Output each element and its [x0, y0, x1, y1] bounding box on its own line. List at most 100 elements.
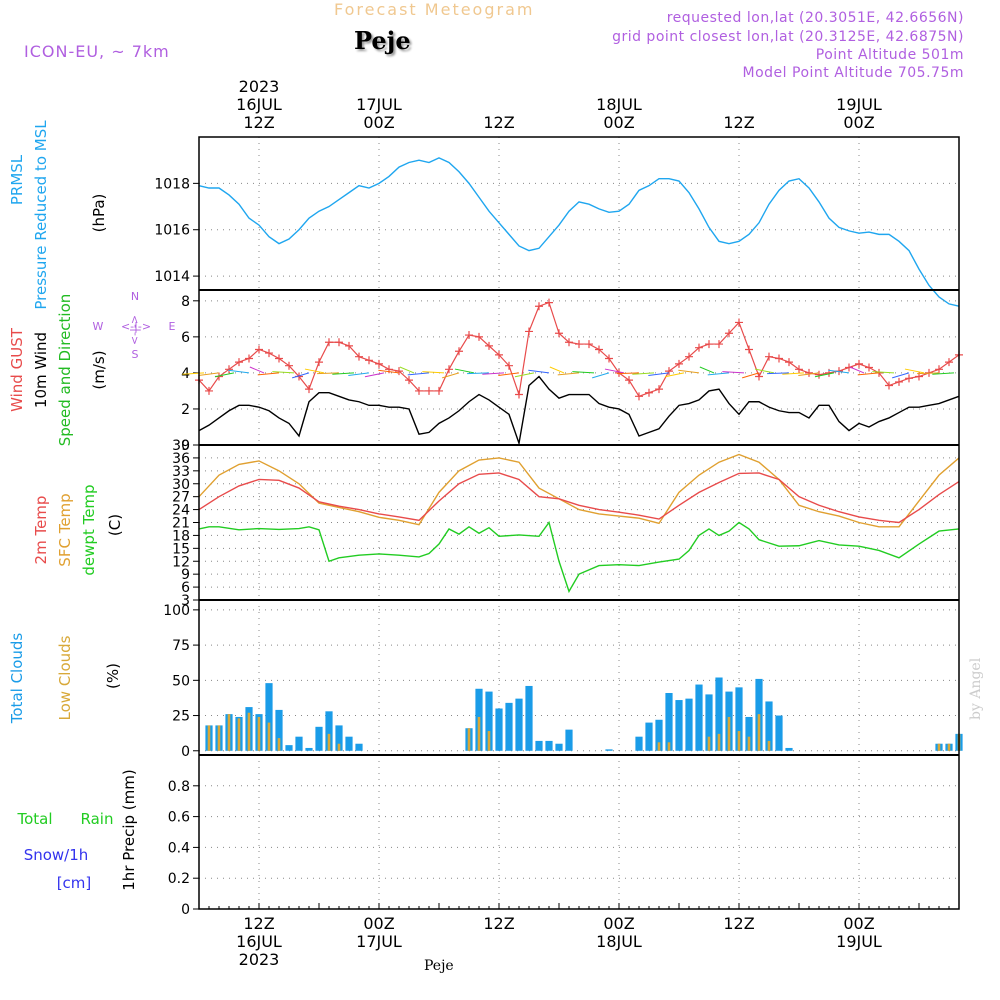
wind-direction-arrow — [699, 366, 715, 374]
wind-gust-marker — [525, 327, 533, 336]
low-cloud-bar — [947, 743, 951, 751]
precip-ytick-label: 0.6 — [168, 810, 190, 826]
temperature-ytick-label: 33 — [172, 464, 190, 480]
wind-gust-marker — [535, 302, 543, 311]
wind-gust-marker — [655, 385, 663, 394]
total-cloud-bar — [545, 740, 553, 751]
wind-gust-marker — [765, 352, 773, 361]
precip-label-snow: Snow/1h — [24, 846, 89, 864]
time-label-top: 17JUL — [356, 95, 402, 114]
total-cloud-bar — [505, 702, 513, 751]
time-label-top: 12Z — [483, 113, 514, 132]
total-cloud-bar — [645, 722, 653, 751]
wind-gust-marker — [365, 356, 373, 365]
temperature-ytick-label: 21 — [172, 516, 190, 532]
dewpt-line — [198, 520, 960, 594]
time-label-bottom: 17JUL — [356, 932, 402, 951]
wind-direction-arrow — [378, 369, 400, 374]
total-cloud-bar — [775, 715, 783, 751]
time-label-top: 00Z — [603, 113, 634, 132]
wind-gust-marker — [885, 381, 893, 390]
wind-direction-arrow — [257, 372, 280, 376]
total-cloud-bar — [525, 685, 533, 751]
clouds-ytick-label: 25 — [172, 709, 190, 725]
time-label-top: 12Z — [243, 113, 274, 132]
total-cloud-bar — [785, 747, 793, 751]
total-cloud-bar — [605, 749, 613, 751]
wind-gust-marker — [595, 345, 603, 354]
wind-direction-arrow — [592, 372, 610, 379]
wind-speed-line — [198, 375, 960, 446]
time-label-bottom: 00Z — [843, 914, 874, 933]
wind-direction-arrow — [498, 372, 520, 377]
temperature-ytick-label: 39 — [172, 438, 190, 454]
total-cloud-bar — [275, 709, 283, 751]
temperature-ytick-label: 18 — [172, 528, 190, 544]
wind-gust-marker — [505, 361, 513, 370]
pressure-ytick-label: 1014 — [154, 269, 190, 285]
compass-h: <-|-> — [121, 320, 151, 333]
wind-direction-arrow — [292, 372, 310, 379]
time-label-bottom: 18JUL — [596, 932, 642, 951]
wind-gust-marker — [415, 386, 423, 395]
wind-gust-marker — [225, 365, 233, 374]
low-cloud-bar — [717, 733, 721, 751]
wind-gust-marker — [235, 358, 243, 367]
temperature-ytick-label: 30 — [172, 477, 190, 493]
total-cloud-bar — [285, 745, 293, 751]
wind-direction-arrow — [904, 368, 925, 374]
wind-direction-arrow — [632, 372, 655, 375]
wind-direction-arrow — [872, 371, 895, 374]
wind-gust-marker — [305, 385, 313, 394]
wind-gust-marker — [565, 338, 573, 347]
low-cloud-bar — [477, 716, 481, 751]
time-label-bottom: 12Z — [243, 914, 274, 933]
wind-gust-marker — [255, 345, 263, 354]
wind-direction-arrow — [407, 372, 430, 376]
wind-direction-arrow — [917, 372, 940, 375]
precip-label-total: Total — [16, 810, 52, 828]
wind-direction-arrow — [467, 372, 490, 375]
wind-direction-arrow — [798, 372, 820, 377]
total-cloud-bar — [685, 698, 693, 751]
wind-gust-marker — [515, 390, 523, 399]
clouds-ytick-label: 0 — [181, 744, 190, 760]
low-cloud-bar — [207, 725, 211, 751]
time-label-top: 2023 — [239, 77, 280, 96]
wind-direction-arrow — [767, 372, 790, 375]
wind-gust-marker — [285, 361, 293, 370]
temperature-ytick-label: 3 — [181, 593, 190, 609]
wind-gust-line — [198, 301, 960, 398]
wind-direction-arrow — [722, 371, 745, 374]
compass-n: N — [131, 290, 139, 303]
wind-gust-marker — [425, 386, 433, 395]
pressure-line — [198, 157, 960, 307]
wind-direction-arrow — [604, 368, 625, 374]
low-cloud-bar — [937, 743, 941, 751]
compass-w: W — [93, 320, 104, 333]
low-cloud-bar — [237, 718, 241, 751]
low-cloud-bar — [667, 742, 671, 751]
wind-direction-arrow — [932, 372, 955, 375]
time-label-top: 19JUL — [836, 95, 882, 114]
wind-gust-marker — [475, 332, 483, 341]
grid-point-coords: grid point closest lon,lat (20.3125E, 42… — [612, 29, 964, 45]
clouds-unit: (%) — [104, 663, 122, 689]
wind-gust-marker — [815, 370, 823, 379]
temperature-ytick-label: 9 — [181, 567, 190, 583]
total-cloud-bar — [335, 725, 343, 751]
wind-gust-marker — [495, 350, 503, 359]
wind-direction-arrow — [249, 366, 265, 374]
total-cloud-bar — [635, 736, 643, 751]
pressure-ytick-label: 1016 — [154, 223, 190, 239]
compass-e: E — [169, 320, 176, 333]
wind-direction-arrow — [707, 372, 730, 376]
wind-gust-marker — [805, 368, 813, 377]
time-label-bottom: 16JUL — [236, 932, 282, 951]
wind-gust-marker — [445, 365, 453, 374]
wind-direction-arrow — [557, 372, 580, 376]
wind-direction-arrow — [617, 372, 640, 375]
wind-gust-marker — [605, 354, 613, 363]
wind-direction-arrow — [572, 371, 595, 374]
